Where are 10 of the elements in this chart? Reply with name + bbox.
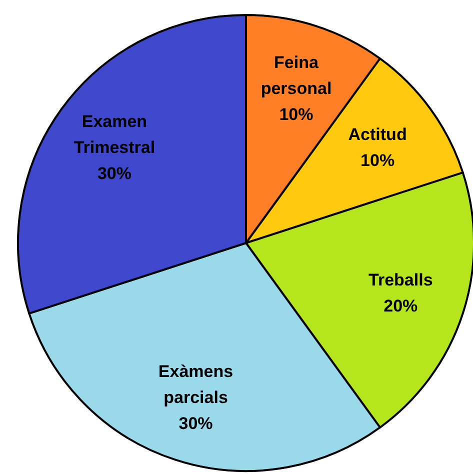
data-label: 30% — [97, 164, 132, 183]
data-label: 10% — [360, 150, 395, 170]
slice-label: Actitud — [348, 124, 407, 144]
data-label: 20% — [384, 296, 418, 316]
data-label: 10% — [279, 104, 314, 124]
slice-label: Treballs — [368, 270, 433, 290]
slice-label: Examen Trimestral — [74, 112, 156, 157]
data-label: 30% — [178, 414, 213, 434]
slice-label: Exàmens parcials — [158, 362, 234, 408]
slice-label: Feina personal — [260, 52, 332, 98]
